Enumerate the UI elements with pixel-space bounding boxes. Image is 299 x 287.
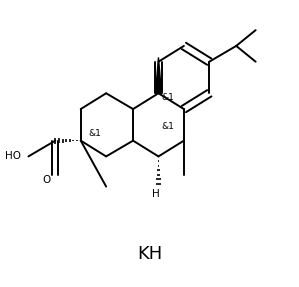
- Text: &1: &1: [161, 122, 174, 131]
- Text: H: H: [152, 189, 159, 199]
- Text: O: O: [42, 175, 51, 185]
- Text: &1: &1: [88, 129, 101, 138]
- Text: KH: KH: [137, 245, 162, 263]
- Polygon shape: [155, 57, 161, 93]
- Text: HO: HO: [5, 152, 21, 161]
- Text: &1: &1: [161, 93, 174, 102]
